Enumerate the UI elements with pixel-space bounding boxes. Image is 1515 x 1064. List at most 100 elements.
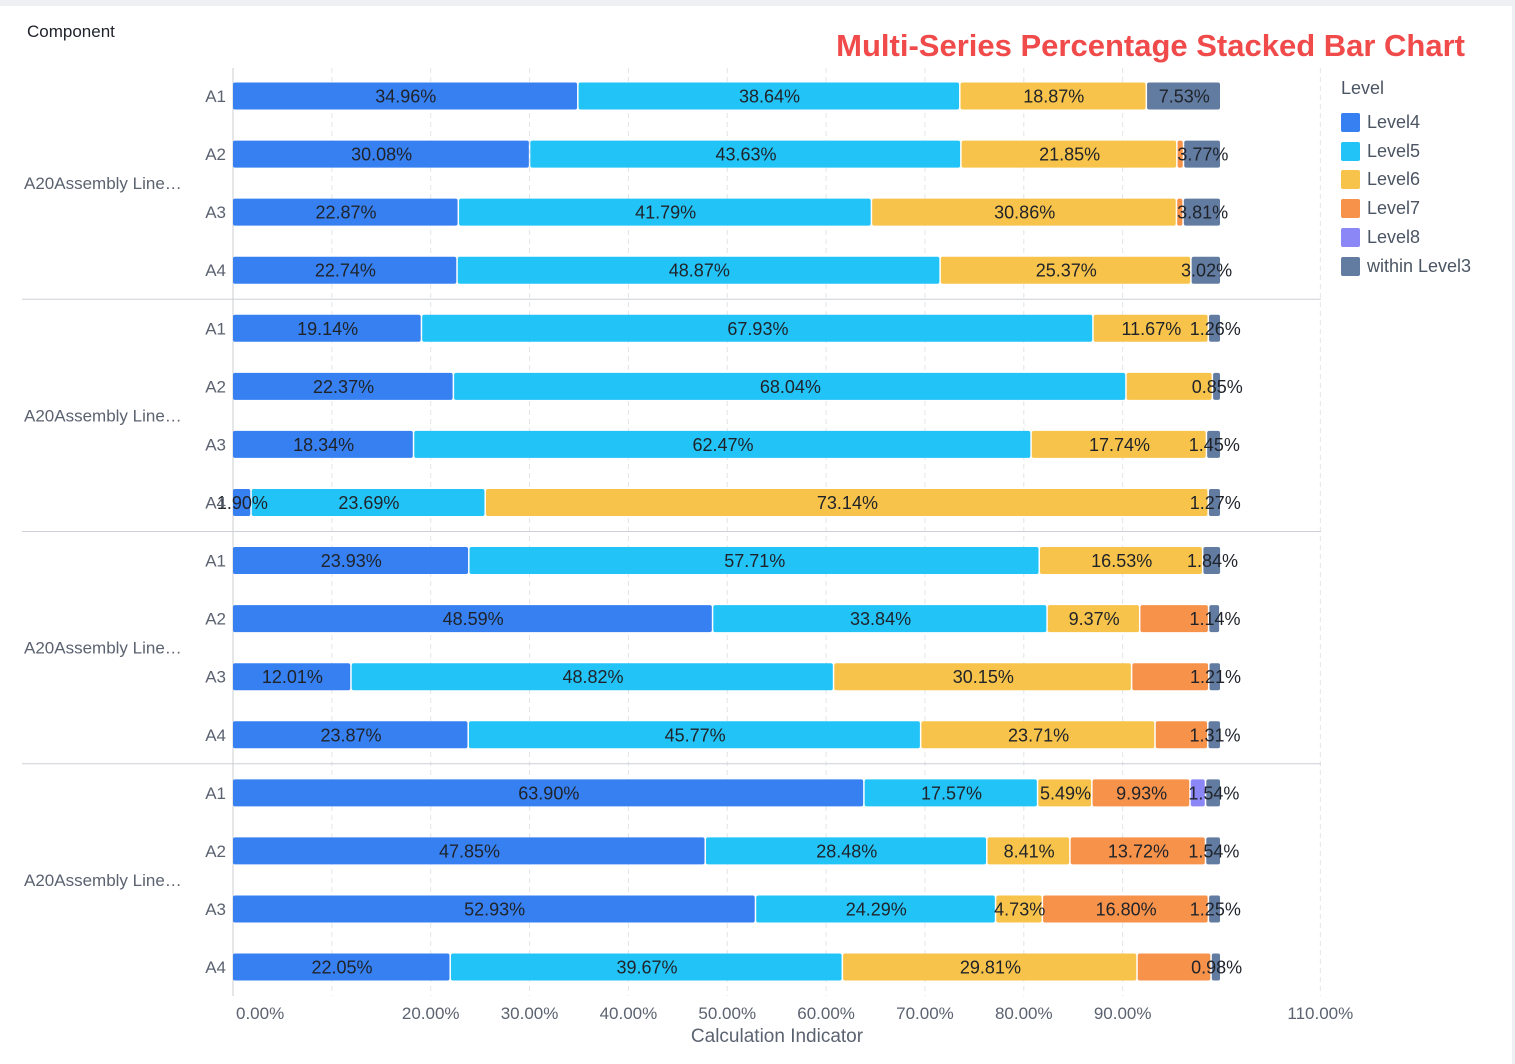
data-label: 73.14% — [817, 493, 878, 513]
data-label: 39.67% — [617, 958, 678, 978]
bar-segment — [1206, 779, 1220, 807]
bar-segment — [1177, 140, 1183, 168]
bar-segment — [1155, 721, 1208, 749]
data-label: 29.81% — [960, 958, 1021, 978]
bar-segment — [1093, 314, 1208, 342]
bar-segment — [1206, 837, 1220, 865]
data-label: 1.21% — [1190, 667, 1241, 687]
bar-segment — [705, 837, 987, 865]
bar-segment — [1209, 314, 1220, 342]
data-label: 68.04% — [760, 377, 821, 397]
row-label: A4 — [205, 726, 226, 745]
bar-segment — [351, 663, 833, 691]
bar-segment — [1126, 372, 1212, 400]
bar-segment — [1190, 779, 1205, 807]
data-label: 13.72% — [1108, 841, 1169, 861]
legend-item[interactable]: Level8 — [1341, 223, 1471, 252]
group-label: A20Assembly Line… — [24, 639, 182, 658]
bar-segment — [961, 140, 1177, 168]
data-label: 17.74% — [1089, 435, 1150, 455]
data-label: 25.37% — [1036, 261, 1097, 281]
bar-segment — [843, 953, 1137, 981]
data-label: 23.71% — [1008, 725, 1069, 745]
legend-item[interactable]: Level6 — [1341, 166, 1471, 195]
row-label: A4 — [205, 958, 226, 977]
legend-swatch — [1341, 199, 1360, 219]
legend-swatch — [1341, 112, 1360, 132]
bar-segment — [1184, 140, 1220, 168]
bar-segment — [1209, 895, 1220, 923]
data-label: 62.47% — [693, 435, 754, 455]
top-border — [0, 0, 1515, 6]
bar-segment — [233, 140, 529, 168]
bar-segment — [1038, 779, 1092, 807]
bar-segment — [251, 488, 485, 516]
data-label: 11.67% — [1122, 319, 1182, 339]
data-label: 19.14% — [297, 319, 358, 339]
legend-item[interactable]: within Level3 — [1341, 252, 1471, 281]
bar-segment — [921, 721, 1155, 749]
data-label: 63.90% — [518, 783, 579, 803]
data-label: 3.02% — [1181, 261, 1232, 281]
bar-segment — [1132, 663, 1209, 691]
x-tick-label: 30.00% — [501, 1004, 559, 1023]
x-tick-label: 70.00% — [896, 1004, 954, 1023]
bar-segment — [1147, 82, 1220, 110]
bar-segment — [233, 256, 457, 284]
data-label: 22.05% — [311, 958, 372, 978]
legend-label: Level7 — [1367, 198, 1421, 219]
bar-segment — [1070, 837, 1205, 865]
bar-segment — [530, 140, 961, 168]
data-label: 3.77% — [1177, 145, 1228, 165]
bar-segment — [1031, 430, 1206, 458]
row-label: A3 — [205, 435, 226, 454]
bar-segment — [469, 547, 1039, 575]
data-label: 9.37% — [1069, 609, 1120, 629]
legend-label: Level8 — [1367, 227, 1421, 248]
legend: Level Level4 Level5 Level6 Level7 Level8 with… — [1341, 78, 1471, 281]
legend-item[interactable]: Level5 — [1341, 137, 1471, 166]
legend-label: within Level3 — [1367, 255, 1472, 276]
x-tick-label: 60.00% — [797, 1004, 855, 1023]
x-axis-title: Calculation Indicator — [691, 1026, 864, 1047]
data-label: 1.45% — [1189, 435, 1240, 455]
bar-segment — [233, 430, 413, 458]
bar-segment — [996, 895, 1042, 923]
row-label: A1 — [205, 784, 226, 803]
bar-segment — [1040, 547, 1202, 575]
bar-segment — [578, 82, 960, 110]
legend-item[interactable]: Level4 — [1341, 108, 1471, 137]
x-tick-label: 110.00% — [1287, 1004, 1353, 1023]
row-label: A4 — [205, 493, 226, 512]
bar-segment — [756, 895, 995, 923]
data-label: 1.26% — [1190, 319, 1241, 339]
data-label: 1.84% — [1187, 551, 1238, 571]
bar-segment — [1092, 779, 1190, 807]
legend-item[interactable]: Level7 — [1341, 194, 1471, 223]
bar-segment — [422, 314, 1093, 342]
bar-segment — [233, 372, 453, 400]
bar-segment — [1213, 372, 1220, 400]
row-label: A2 — [205, 145, 226, 164]
data-label: 1.31% — [1190, 725, 1241, 745]
bar-segment — [459, 198, 871, 226]
data-label: 24.29% — [846, 899, 907, 919]
data-label: 1.54% — [1188, 783, 1239, 803]
bar-segment — [233, 663, 351, 691]
bar-segment — [1208, 488, 1220, 516]
bar-segment — [233, 198, 458, 226]
legend-swatch — [1341, 141, 1360, 161]
bar-segment — [1203, 547, 1221, 575]
bar-segment — [1183, 198, 1220, 226]
data-label: 3.81% — [1177, 203, 1228, 223]
row-label: A4 — [205, 261, 226, 280]
x-tick-label: 20.00% — [402, 1004, 460, 1023]
data-label: 9.93% — [1116, 783, 1167, 803]
bar-segment — [233, 82, 578, 110]
bar-segment — [1207, 430, 1220, 458]
data-label: 57.71% — [724, 551, 785, 571]
data-label: 34.96% — [375, 87, 436, 107]
data-label: 22.74% — [315, 261, 376, 281]
row-label: A2 — [205, 377, 226, 396]
